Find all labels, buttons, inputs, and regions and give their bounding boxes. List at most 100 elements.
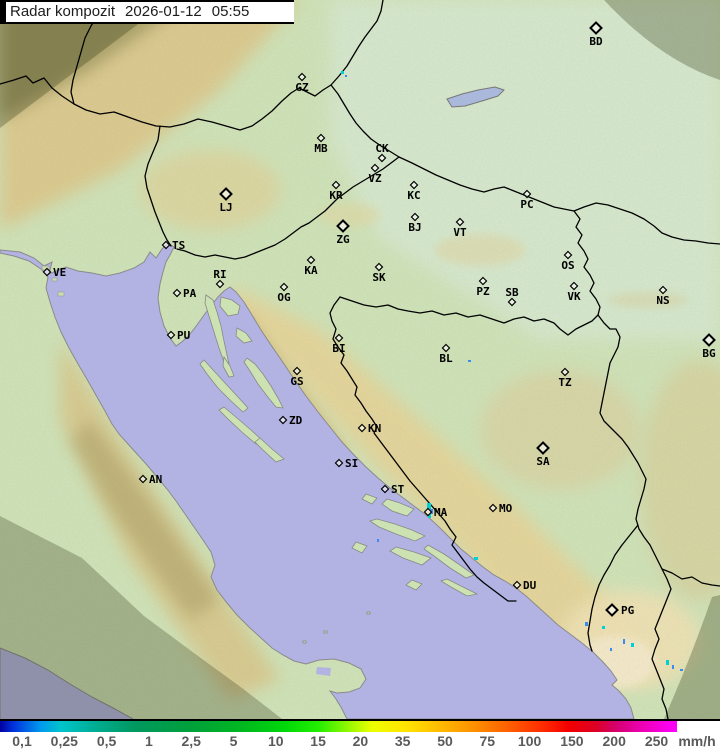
station-label: VT [453, 226, 467, 239]
station-label: LJ [219, 201, 232, 214]
station-BL: BL [439, 343, 453, 365]
station-label: ZG [336, 233, 350, 246]
station-PG: PG [605, 603, 635, 617]
radar-map-canvas: BD GZ MB CK VZ KR KC PC LJ BJ VT ZG TS OS KA SK VE RI OG PZ… [0, 0, 720, 719]
station-label: SB [505, 286, 519, 299]
station-marker-icon [336, 219, 350, 233]
legend-tick-label: 1 [144, 733, 153, 749]
station-label: KR [329, 189, 343, 202]
legend-tick-label: 0,5 [96, 733, 117, 749]
country-borders [0, 0, 720, 719]
station-marker-icon [138, 474, 148, 484]
legend-tick-label: 2,5 [181, 733, 201, 749]
tyrrhenian-sea [0, 647, 134, 719]
station-marker-icon [409, 180, 419, 190]
station-ST: ST [380, 483, 405, 496]
station-TZ: TZ [558, 367, 572, 389]
station-marker-icon [219, 187, 233, 201]
legend-ticks: 0,1 0,25 0,5 1 2,5 5 10 15 20 35 50 75 100 150 200 250 m… [0, 732, 720, 751]
station-label: ST [391, 483, 405, 496]
station-marker-icon [560, 367, 570, 377]
station-label: ZD [289, 414, 303, 427]
station-label: RI [213, 268, 226, 281]
station-label: TZ [558, 376, 572, 389]
station-label: DU [523, 579, 537, 592]
station-label: VZ [368, 172, 382, 185]
station-label: VE [53, 266, 66, 279]
station-marker-icon [370, 163, 380, 173]
station-SK: SK [372, 262, 386, 284]
stations: BD GZ MB CK VZ KR KC PC LJ BJ VT ZG TS OS KA SK VE RI OG PZ… [42, 21, 716, 617]
station-marker-icon [215, 279, 225, 289]
station-label: PA [183, 287, 197, 300]
station-PU: PU [166, 329, 191, 342]
station-marker-icon [423, 507, 433, 517]
station-DU: DU [512, 579, 537, 592]
station-label: TS [172, 239, 185, 252]
radar-echo [345, 75, 347, 77]
station-RI: RI [213, 268, 227, 289]
legend-tick-label: 5 [229, 733, 238, 749]
station-marker-icon [589, 21, 603, 35]
station-label: KN [368, 422, 381, 435]
radar-echo [585, 622, 588, 626]
station-label: BI [332, 342, 345, 355]
station-marker-icon [569, 281, 579, 291]
station-label: MO [499, 502, 513, 515]
title-date: 2026-01-12 [125, 3, 202, 20]
radar-echo [631, 643, 634, 647]
station-marker-icon [166, 330, 176, 340]
station-marker-icon [279, 282, 289, 292]
radar-echo [666, 660, 669, 665]
station-MO: MO [488, 502, 513, 515]
radar-echo [427, 503, 431, 509]
station-marker-icon [334, 333, 344, 343]
radar-echo [468, 360, 471, 362]
station-marker-icon [536, 441, 550, 455]
legend-tick-label: 15 [310, 733, 326, 749]
station-label: SK [372, 271, 386, 284]
station-label: NS [656, 294, 669, 307]
radar-echo [428, 514, 431, 518]
station-KC: KC [407, 180, 421, 202]
station-OS: OS [561, 250, 575, 272]
station-marker-icon [441, 343, 451, 353]
lake-lesina [316, 667, 331, 676]
station-label: SI [345, 457, 358, 470]
station-marker-icon [410, 212, 420, 222]
station-marker-icon [380, 484, 390, 494]
radar-echo [610, 648, 612, 651]
station-marker-icon [507, 297, 517, 307]
station-label: CK [375, 142, 389, 155]
station-label: OS [561, 259, 574, 272]
station-label: PU [177, 329, 191, 342]
legend-tick-label: 0,1 [12, 733, 32, 749]
station-label: KA [304, 264, 318, 277]
station-SI: SI [334, 457, 358, 470]
station-label: PC [520, 198, 533, 211]
lake-balaton [446, 86, 505, 108]
adriatic-sea [0, 242, 635, 719]
station-marker-icon [278, 415, 288, 425]
station-label: KC [407, 189, 420, 202]
station-OG: OG [277, 282, 291, 304]
station-marker-icon [488, 503, 498, 513]
station-PZ: PZ [476, 276, 490, 298]
station-marker-icon [605, 603, 619, 617]
islands [199, 294, 479, 644]
radar-echo [341, 71, 344, 74]
station-KA: KA [304, 255, 318, 277]
legend-tick-label: 50 [437, 733, 453, 749]
legend-gradient-bar [0, 721, 677, 732]
station-NS: NS [656, 285, 670, 307]
station-BJ: BJ [408, 212, 422, 234]
station-marker-icon [297, 72, 307, 82]
station-marker-icon [512, 580, 522, 590]
station-BI: BI [332, 333, 346, 355]
legend-tick-label: 35 [394, 733, 411, 749]
radar-echo [680, 669, 683, 671]
legend-unit-label: mm/h [678, 733, 716, 749]
station-marker-icon [357, 423, 367, 433]
station-label: BL [439, 352, 453, 365]
